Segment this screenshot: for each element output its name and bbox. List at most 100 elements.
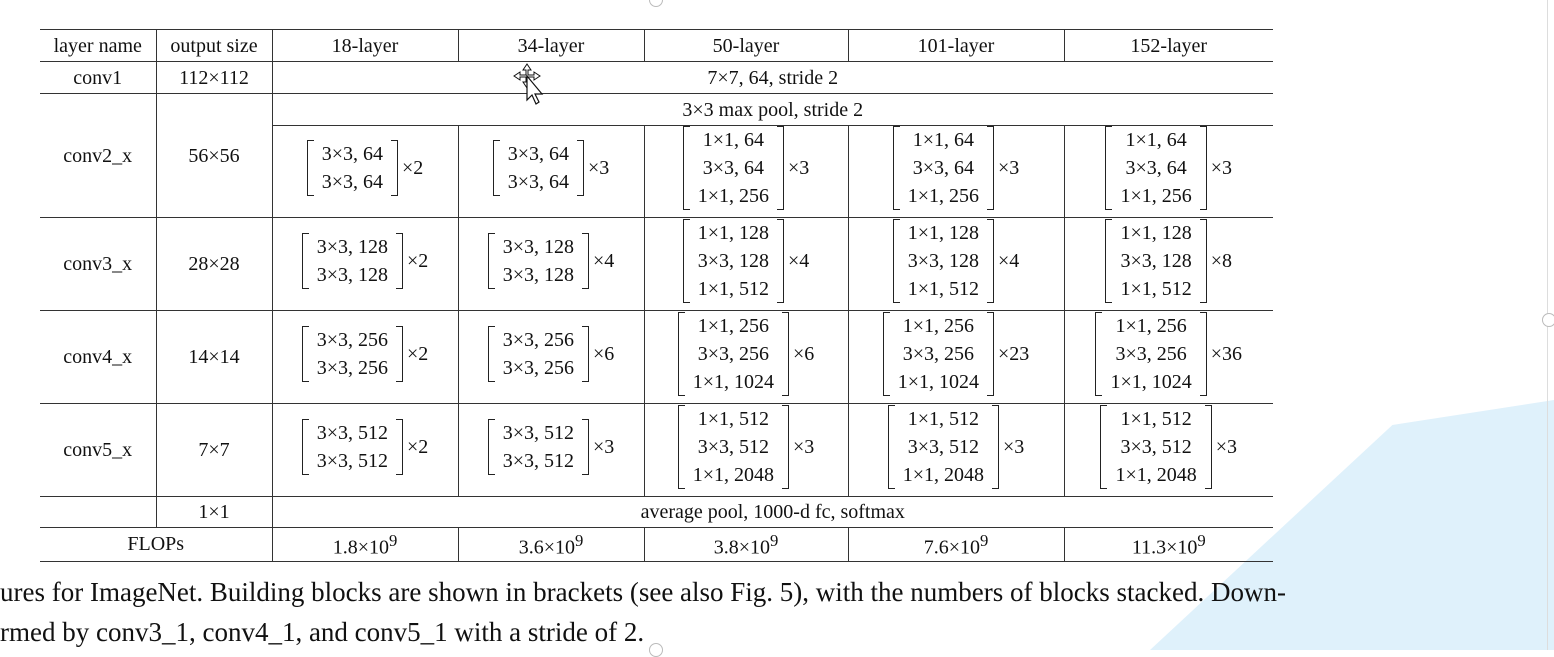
right-bracket <box>582 325 589 382</box>
block-line: 1×1, 64 <box>1125 129 1187 151</box>
final-spec: average pool, 1000-d fc, softmax <box>640 501 905 523</box>
left-bracket <box>887 404 895 489</box>
bracketed-block: 1×1, 128 3×3, 128 1×1, 512 ×4 <box>892 218 1019 303</box>
block-spec-cell: 1×1, 512 3×3, 512 1×1, 2048 ×3 <box>1064 404 1273 497</box>
block-lines: 1×1, 256 3×3, 256 1×1, 1024 <box>898 312 979 396</box>
left-bracket <box>682 218 690 303</box>
bracketed-block: 1×1, 256 3×3, 256 1×1, 1024 ×23 <box>882 311 1029 396</box>
block-multiplier: ×2 <box>407 249 429 272</box>
block-lines: 1×1, 64 3×3, 64 1×1, 256 <box>1120 126 1191 210</box>
block-spec-cell: 3×3, 128 3×3, 128 ×2 <box>272 217 459 311</box>
block-multiplier: ×3 <box>593 435 615 458</box>
resnet-architecture-table: layer name output size 18-layer 34-layer… <box>40 29 1273 562</box>
output-size: 56×56 <box>156 93 273 218</box>
block-spec-cell: 3×3, 64 3×3, 64 ×2 <box>272 125 459 218</box>
block-lines: 3×3, 64 3×3, 64 <box>322 140 383 196</box>
right-bracket <box>1199 311 1207 396</box>
bracketed-block: 1×1, 64 3×3, 64 1×1, 256 ×3 <box>1105 126 1232 210</box>
bracketed-block: 3×3, 128 3×3, 128 ×4 <box>487 232 615 289</box>
output-size: 1×1 <box>156 496 273 528</box>
block-line: 1×1, 256 <box>907 185 979 207</box>
block-spec-cell: 3×3, 512 3×3, 512 ×2 <box>272 403 459 497</box>
block-multiplier: ×3 <box>588 157 610 179</box>
block-line: 3×3, 128 <box>697 249 769 272</box>
layer-name: conv4_x <box>40 310 157 404</box>
final-row: 1×1 average pool, 1000-d fc, softmax <box>40 496 1273 528</box>
caption-line: ures for ImageNet. Building blocks are s… <box>0 577 1286 607</box>
block-line: 3×3, 512 <box>1120 435 1192 458</box>
left-bracket <box>1095 311 1103 396</box>
flops-label: FLOPs <box>40 527 273 562</box>
left-bracket <box>306 140 314 196</box>
left-bracket <box>682 126 690 210</box>
right-bracket <box>1199 218 1207 303</box>
block-lines: 1×1, 64 3×3, 64 1×1, 256 <box>698 126 769 210</box>
bracketed-block: 3×3, 256 3×3, 256 ×6 <box>487 325 614 382</box>
block-spec-cell: 1×1, 256 3×3, 256 1×1, 1024 ×23 <box>848 310 1065 404</box>
block-line: 1×1, 256 <box>697 185 769 207</box>
block-spec-cell: 1×1, 128 3×3, 128 1×1, 512 ×8 <box>1064 218 1273 311</box>
resize-handle-top[interactable] <box>649 0 663 7</box>
layer-name: conv5_x <box>40 403 157 497</box>
left-bracket <box>892 126 900 210</box>
right-bracket <box>782 404 789 489</box>
block-multiplier: ×4 <box>593 249 615 272</box>
block-spec-cell: 1×1, 512 3×3, 512 1×1, 2048 ×3 <box>848 403 1065 497</box>
left-bracket <box>492 140 500 196</box>
resize-handle-right[interactable] <box>1542 313 1554 327</box>
bracketed-block: 3×3, 64 3×3, 64 ×3 <box>492 140 610 196</box>
header-cell: 50-layer <box>644 29 849 62</box>
left-bracket <box>487 418 495 475</box>
output-size: 112×112 <box>156 61 273 94</box>
right-bracket <box>391 140 398 196</box>
block-multiplier: ×36 <box>1210 342 1243 365</box>
block-multiplier: ×4 <box>788 249 810 272</box>
block-spec-cell: 1×1, 256 3×3, 256 1×1, 1024 ×6 <box>644 310 849 404</box>
block-line: 1×1, 2048 <box>1115 463 1197 486</box>
block-lines: 1×1, 512 3×3, 512 1×1, 2048 <box>903 405 984 489</box>
block-line: 3×3, 64 <box>1125 157 1187 179</box>
maxpool-spec: 3×3 max pool, stride 2 <box>682 98 864 121</box>
block-lines: 1×1, 64 3×3, 64 1×1, 256 <box>908 126 979 210</box>
block-line: 3×3, 64 <box>321 171 383 193</box>
block-row: conv4_x 14×14 3×3, 256 3×3, 256 ×2 3×3, 256… <box>40 310 1273 404</box>
block-lines: 3×3, 512 3×3, 512 <box>503 419 574 475</box>
block-spec-cell: 1×1, 256 3×3, 256 1×1, 1024 ×36 <box>1064 311 1273 404</box>
block-lines: 3×3, 256 3×3, 256 <box>503 326 574 382</box>
block-multiplier: ×6 <box>793 342 815 365</box>
header-cell: 101-layer <box>848 29 1065 62</box>
block-lines: 3×3, 256 3×3, 256 <box>317 326 388 382</box>
right-bracket <box>1199 126 1207 210</box>
flops-exponent: 9 <box>769 531 779 550</box>
block-line: 1×1, 2048 <box>692 463 774 486</box>
block-line: 1×1, 512 <box>1120 277 1192 300</box>
block-row: 3×3, 64 3×3, 64 ×2 3×3, 64 3×3, 64 ×3 1×1, 64 3… <box>40 125 1273 218</box>
flops-exponent: 9 <box>574 531 584 550</box>
right-bracket <box>577 140 584 196</box>
bracketed-block: 1×1, 512 3×3, 512 1×1, 2048 ×3 <box>677 404 814 489</box>
block-lines: 1×1, 256 3×3, 256 1×1, 1024 <box>1110 312 1191 396</box>
output-size: 28×28 <box>156 217 273 311</box>
right-bracket <box>987 218 994 303</box>
block-line: 1×1, 256 <box>1115 314 1187 337</box>
block-multiplier: ×2 <box>407 342 429 365</box>
layer-name: conv1 <box>40 61 157 94</box>
block-line: 3×3, 64 <box>507 171 569 193</box>
table-caption: ures for ImageNet. Building blocks are s… <box>0 572 1554 652</box>
block-line: 1×1, 64 <box>702 129 764 151</box>
block-line: 1×1, 512 <box>1120 407 1192 430</box>
header-cell: 34-layer <box>458 29 645 62</box>
flops-mantissa: 7.6×10 <box>923 536 980 559</box>
left-bracket <box>487 232 495 289</box>
block-spec-cell: 1×1, 64 3×3, 64 1×1, 256 ×3 <box>848 125 1065 218</box>
flops-value: 1.8×109 <box>272 527 459 562</box>
right-bracket <box>777 126 784 210</box>
block-line: 1×1, 128 <box>1120 221 1192 244</box>
flops-value: 11.3×109 <box>1064 528 1273 562</box>
block-lines: 3×3, 64 3×3, 64 <box>508 140 569 196</box>
move-cursor-icon <box>513 62 547 112</box>
block-spec-cell: 1×1, 64 3×3, 64 1×1, 256 ×3 <box>1064 126 1273 218</box>
flops-mantissa: 1.8×10 <box>332 536 389 559</box>
block-multiplier: ×3 <box>788 157 810 179</box>
block-spec-cell: 1×1, 128 3×3, 128 1×1, 512 ×4 <box>644 217 849 311</box>
